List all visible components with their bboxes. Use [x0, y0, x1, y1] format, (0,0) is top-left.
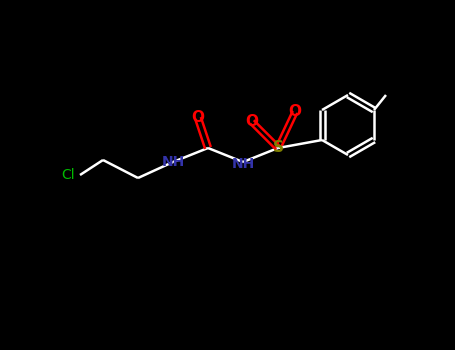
Text: NH: NH [232, 157, 255, 171]
Text: O: O [246, 114, 258, 130]
Text: NH: NH [162, 155, 185, 169]
Text: S: S [273, 140, 283, 155]
Text: O: O [288, 105, 302, 119]
Text: Cl: Cl [61, 168, 75, 182]
Text: O: O [192, 111, 204, 126]
